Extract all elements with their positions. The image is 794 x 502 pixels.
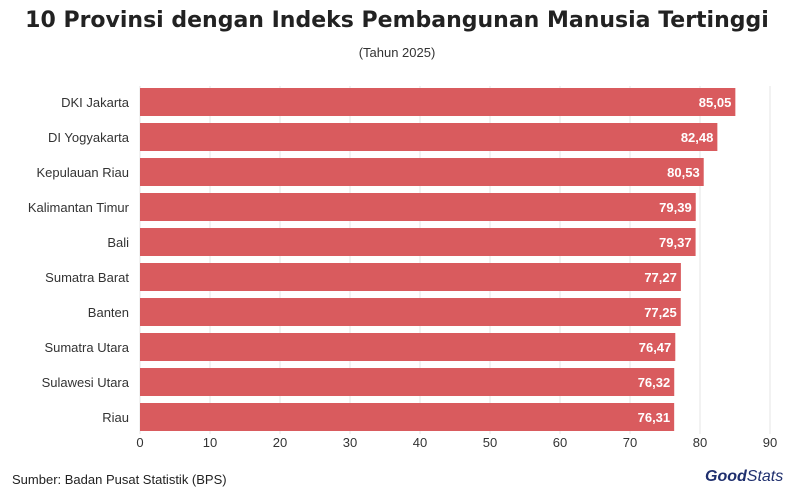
x-tick-label: 90: [763, 435, 777, 450]
category-label: DI Yogyakarta: [48, 130, 130, 145]
category-label: Sumatra Utara: [44, 340, 129, 355]
chart-subtitle: (Tahun 2025): [358, 45, 436, 60]
bar-value-label: 77,27: [644, 270, 677, 285]
bar-value-label: 76,47: [639, 340, 672, 355]
bar-value-label: 79,37: [659, 235, 692, 250]
bar-value-label: 85,05: [699, 95, 732, 110]
data-labels: 85,05 82,48 80,53 79,39 79,37 77,27 77,25 76,47…: [638, 95, 732, 425]
bar: [140, 228, 696, 256]
bar: [140, 88, 736, 116]
x-tick-label: 30: [343, 435, 357, 450]
bar-value-label: 76,32: [638, 375, 671, 390]
x-tick-label: 70: [623, 435, 637, 450]
bar: [140, 123, 718, 151]
category-label: Bali: [107, 235, 129, 250]
bar: [140, 333, 676, 361]
goodstats-logo: GoodStats: [705, 468, 783, 486]
category-label: Kepulauan Riau: [36, 165, 129, 180]
x-tick-label: 50: [483, 435, 497, 450]
bar: [140, 403, 675, 431]
x-tick-label: 10: [203, 435, 217, 450]
category-label: DKI Jakarta: [61, 95, 130, 110]
bar-value-label: 77,25: [644, 305, 677, 320]
bar-value-label: 80,53: [667, 165, 700, 180]
category-label: Kalimantan Timur: [28, 200, 130, 215]
logo-text-good: Good: [705, 468, 747, 485]
chart-title: 10 Provinsi dengan Indeks Pembangunan Ma…: [25, 8, 769, 33]
bars: [140, 88, 736, 431]
x-tick-label: 0: [136, 435, 143, 450]
x-tick-label: 80: [693, 435, 707, 450]
x-tick-label: 20: [273, 435, 287, 450]
category-labels: DKI Jakarta DI Yogyakarta Kepulauan Riau Ka…: [28, 95, 130, 425]
bar-value-label: 76,31: [638, 410, 671, 425]
bar: [140, 298, 681, 326]
bar-value-label: 79,39: [659, 200, 692, 215]
bar: [140, 368, 675, 396]
x-tick-label: 40: [413, 435, 427, 450]
x-axis-ticks: 0 10 20 30 40 50 60 70 80 90: [136, 435, 777, 450]
x-tick-label: 60: [553, 435, 567, 450]
source-note: Sumber: Badan Pusat Statistik (BPS): [12, 472, 227, 487]
bar: [140, 158, 704, 186]
bar: [140, 263, 681, 291]
category-label: Sumatra Barat: [45, 270, 129, 285]
bar: [140, 193, 696, 221]
logo-text-stats: Stats: [746, 468, 784, 485]
bar-value-label: 82,48: [681, 130, 714, 145]
category-label: Sulawesi Utara: [42, 375, 130, 390]
category-label: Riau: [102, 410, 129, 425]
category-label: Banten: [88, 305, 129, 320]
